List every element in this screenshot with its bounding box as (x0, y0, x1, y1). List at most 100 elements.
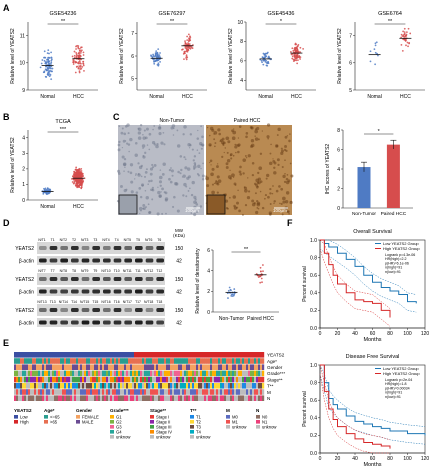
tissue-texture (283, 180, 287, 184)
legend-swatch (110, 430, 114, 434)
heatmap-cell (20, 358, 23, 364)
heatmap-cell (190, 358, 193, 364)
lane-label: T18 (156, 300, 162, 304)
heatmap-cell (62, 395, 65, 401)
heatmap-cell (78, 389, 81, 395)
data-point (75, 48, 77, 50)
heatmap-cell (36, 376, 39, 383)
tissue-texture (232, 130, 237, 135)
data-point (155, 52, 158, 55)
lane-label: N/T16 (101, 300, 110, 304)
heatmap-cell (176, 383, 179, 389)
heatmap-cell (96, 383, 99, 389)
tissue-texture (238, 170, 242, 174)
heatmap-cell (136, 364, 139, 370)
heatmap-cell (96, 370, 99, 377)
tissue-texture (162, 162, 166, 166)
significance-label: ** (170, 19, 175, 25)
tissue-texture (168, 168, 172, 172)
heatmap-cell (180, 383, 183, 389)
heatmap-cell (194, 352, 197, 358)
heatmap-cell (178, 376, 181, 383)
tissue-texture (139, 123, 143, 127)
heatmap-cell (54, 376, 57, 383)
heatmap-cell (258, 370, 261, 377)
heatmap-cell (146, 383, 149, 389)
heatmap-cell (178, 364, 181, 370)
tissue-texture (232, 176, 235, 178)
heatmap-cell (22, 376, 25, 383)
heatmap-cell (192, 395, 195, 401)
heatmap-cell (198, 383, 201, 389)
heatmap-cell (240, 376, 243, 383)
heatmap-cell (226, 358, 229, 364)
heatmap-cell (108, 376, 111, 383)
heatmap-cell (38, 352, 41, 358)
legend-swatch (44, 415, 48, 419)
tissue-texture (214, 142, 217, 145)
heatmap-cell (208, 358, 211, 364)
heatmap-cell (242, 389, 245, 395)
data-point (189, 36, 192, 39)
heatmap-cell (56, 358, 59, 364)
heatmap-cell (58, 376, 61, 383)
legend-swatch (256, 420, 260, 424)
heatmap-cell (26, 395, 29, 401)
lane-label: T12 (156, 269, 162, 273)
heatmap-cell (250, 358, 253, 364)
heatmap-cell (206, 352, 209, 358)
data-point (78, 65, 81, 67)
heatmap-cell (78, 364, 81, 370)
heatmap-cell (252, 376, 255, 383)
heatmap-cell (132, 352, 135, 358)
heatmap-cell (58, 352, 61, 358)
heatmap-cell (14, 370, 17, 377)
heatmap-cell (88, 358, 91, 364)
heatmap-cell (198, 364, 201, 370)
data-point (259, 275, 262, 277)
heatmap-cell (228, 352, 231, 358)
heatmap-cell (190, 395, 193, 401)
legend-swatch (256, 425, 260, 429)
y-tick-label: 0 (22, 198, 25, 204)
heatmap-cell (14, 358, 17, 364)
data-point (260, 277, 263, 280)
data-point (374, 44, 377, 47)
heatmap-cell (142, 370, 145, 377)
data-point (49, 67, 52, 70)
heatmap-cell (240, 395, 243, 401)
heatmap-cell (74, 364, 77, 370)
data-point (82, 64, 85, 67)
heatmap-cell (142, 358, 145, 364)
heatmap-cell (54, 383, 57, 389)
heatmap-cell (246, 383, 249, 389)
tissue-texture (145, 196, 149, 200)
heatmap-cell (104, 352, 107, 358)
legend-item-label: G3 (116, 424, 122, 429)
lane-label: T10 (114, 269, 120, 273)
legend-item-label: Stage III (156, 424, 172, 429)
data-point (374, 51, 377, 54)
heatmap-cell (108, 389, 111, 395)
heatmap-cell (68, 358, 71, 364)
heatmap-cell (112, 370, 115, 377)
data-point (44, 68, 47, 71)
tissue-texture (224, 199, 229, 203)
heatmap-cell (66, 376, 69, 383)
heatmap-legend: YEATS2LowHighAge*<=65>65GenderFEMALEMALE… (14, 408, 277, 439)
category-label: Paired HCC (381, 211, 407, 217)
legend-swatch (190, 425, 194, 429)
legend-item-label: G4 (116, 429, 122, 434)
tissue-texture (192, 159, 195, 162)
heatmap-cell (96, 376, 99, 383)
heatmap-cell (258, 383, 261, 389)
heatmap-cell (212, 383, 215, 389)
heatmap-cell (206, 358, 209, 364)
tissue-texture (247, 154, 251, 158)
data-point (261, 61, 263, 64)
heatmap-cell (22, 383, 25, 389)
heatmap-cell (258, 352, 261, 358)
heatmap-cell (54, 395, 57, 401)
data-point (186, 56, 189, 59)
